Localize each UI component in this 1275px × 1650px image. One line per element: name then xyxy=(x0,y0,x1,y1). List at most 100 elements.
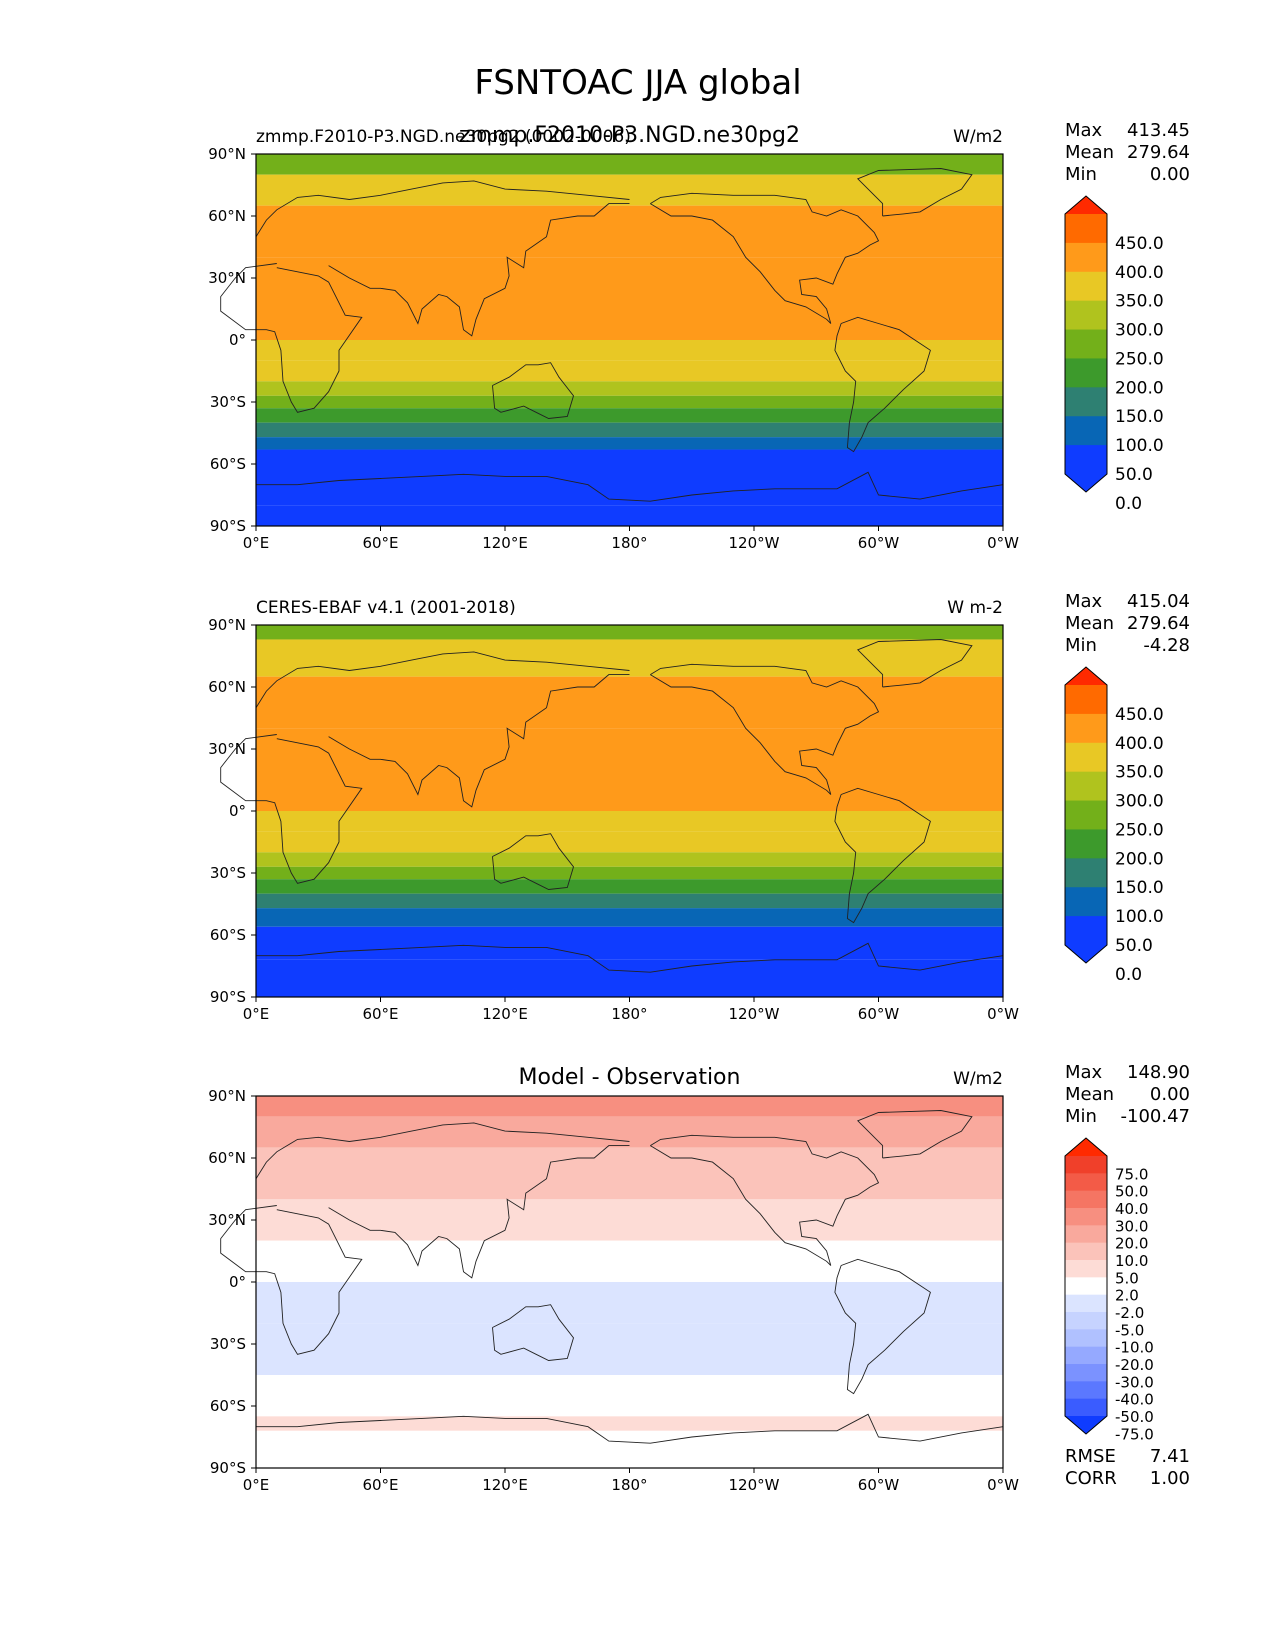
colorbar-level-label: 350.0 xyxy=(1115,292,1164,312)
stat-label: Mean xyxy=(1065,142,1114,163)
field-band xyxy=(256,422,1003,438)
stat-value: -4.28 xyxy=(1143,635,1190,656)
y-tick-label: 30°S xyxy=(210,393,246,411)
x-tick-label: 0°E xyxy=(243,534,270,552)
panel-title-left: CERES-EBAF v4.1 (2001-2018) xyxy=(256,598,516,618)
field-band xyxy=(256,340,1003,361)
colorbar: 75.050.040.030.020.010.05.02.0-2.0-5.0-1… xyxy=(1064,1137,1154,1443)
map-panel-1: zmmp.F2010-P3.NGD.ne30pg2 (0002-0006)zmm… xyxy=(208,120,1190,552)
colorbar-level-label: 250.0 xyxy=(1115,349,1164,369)
colorbar-segment xyxy=(1065,1416,1107,1434)
field-band xyxy=(256,205,1003,258)
colorbar-segment xyxy=(1065,416,1107,446)
y-tick-label: 30°S xyxy=(210,864,246,882)
field-band xyxy=(256,174,1003,206)
field-band xyxy=(256,1416,1003,1431)
colorbar-level-label: 50.0 xyxy=(1115,465,1153,485)
field-band xyxy=(256,1282,1003,1324)
colorbar-segment xyxy=(1065,771,1107,802)
stat-label: Max xyxy=(1065,1062,1103,1083)
colorbar-level-label: 100.0 xyxy=(1115,907,1164,927)
stat-value: -100.47 xyxy=(1121,1106,1190,1127)
colorbar-level-label: 30.0 xyxy=(1115,1217,1148,1235)
x-tick-label: 60°W xyxy=(858,1476,900,1494)
stat-label: Max xyxy=(1065,591,1103,612)
colorbar-level-label: 0.0 xyxy=(1115,965,1142,985)
coastline xyxy=(650,663,880,795)
field-band xyxy=(256,780,1003,811)
x-tick-label: 120°W xyxy=(729,1005,780,1023)
colorbar-segment xyxy=(1065,300,1107,331)
colorbar-segment xyxy=(1065,685,1107,715)
panel-units: W m-2 xyxy=(947,598,1003,618)
colorbar-level-label: 50.0 xyxy=(1115,1183,1148,1201)
field-band xyxy=(256,1240,1003,1282)
colorbar-level-label: 150.0 xyxy=(1115,878,1164,898)
stat-value: 279.64 xyxy=(1127,613,1190,634)
coastline xyxy=(328,203,630,337)
colorbar-segment xyxy=(1065,1346,1107,1365)
panel-title-left: zmmp.F2010-P3.NGD.ne30pg2 (0002-0006) xyxy=(256,127,631,147)
field-band xyxy=(256,1096,1003,1117)
x-tick-label: 0°W xyxy=(987,1005,1019,1023)
colorbar-segment xyxy=(1065,916,1107,946)
colorbar-segment xyxy=(1065,358,1107,388)
colorbar-segment xyxy=(1065,713,1107,744)
colorbar-level-label: 50.0 xyxy=(1115,936,1153,956)
colorbar-level-label: -2.0 xyxy=(1115,1304,1144,1322)
x-tick-label: 0°E xyxy=(243,1476,270,1494)
field-band xyxy=(256,449,1003,506)
stat-label: Max xyxy=(1065,120,1103,141)
colorbar-segment xyxy=(1065,1225,1107,1244)
x-tick-label: 120°E xyxy=(482,534,528,552)
field-band xyxy=(256,893,1003,909)
y-tick-label: 90°S xyxy=(210,1459,246,1477)
colorbar-segment xyxy=(1065,1260,1107,1278)
x-tick-label: 0°E xyxy=(243,1005,270,1023)
field-band xyxy=(256,1375,1003,1417)
stat-value: 0.00 xyxy=(1150,164,1190,185)
coastline xyxy=(834,316,931,453)
figure-title: FSNTOAC JJA global xyxy=(474,63,801,103)
colorbar-level-label: 450.0 xyxy=(1115,234,1164,254)
field-band xyxy=(256,505,1003,526)
metric-label: CORR xyxy=(1065,1468,1117,1489)
map-panel-3: Model - Observation W/m2 0°E 60°E 120°E 180° 1… xyxy=(208,1062,1190,1494)
colorbar-level-label: 2.0 xyxy=(1115,1287,1139,1305)
y-tick-label: 0° xyxy=(229,331,246,349)
field-band xyxy=(256,625,1003,640)
field-band xyxy=(256,926,1003,960)
field-band xyxy=(256,360,1003,382)
coastline xyxy=(650,192,880,324)
field-band xyxy=(256,831,1003,853)
colorbar-level-label: -20.0 xyxy=(1115,1356,1154,1374)
y-tick-label: 60°N xyxy=(208,207,246,225)
y-tick-label: 60°N xyxy=(208,1149,246,1167)
x-tick-label: 180° xyxy=(611,534,647,552)
colorbar-segment xyxy=(1065,1190,1107,1209)
colorbar-segment xyxy=(1065,329,1107,359)
y-tick-label: 30°N xyxy=(208,269,246,287)
field-band xyxy=(256,381,1003,396)
colorbar-segment xyxy=(1065,445,1107,475)
metric-label: RMSE xyxy=(1065,1446,1116,1467)
stat-label: Min xyxy=(1065,1106,1097,1127)
coastline xyxy=(255,1122,630,1179)
y-tick-label: 30°N xyxy=(208,740,246,758)
colorbar-segment xyxy=(1065,196,1107,214)
field-band xyxy=(256,1323,1003,1375)
colorbar-segment xyxy=(1065,474,1107,492)
x-tick-label: 120°W xyxy=(729,1476,780,1494)
coastlines xyxy=(220,1110,1004,1444)
x-tick-label: 120°E xyxy=(482,1005,528,1023)
y-tick-label: 90°N xyxy=(208,1087,246,1105)
field-band xyxy=(256,811,1003,832)
field-band xyxy=(256,408,1003,423)
metric-value: 1.00 xyxy=(1150,1468,1190,1489)
colorbar-level-label: 100.0 xyxy=(1115,436,1164,456)
colorbar-level-label: -75.0 xyxy=(1115,1425,1154,1443)
colorbar-segment xyxy=(1065,800,1107,830)
y-tick-label: 60°S xyxy=(210,455,246,473)
panel-title-center: zmmp.F2010-P3.NGD.ne30pg2 xyxy=(459,123,800,148)
colorbar-segment xyxy=(1065,858,1107,888)
